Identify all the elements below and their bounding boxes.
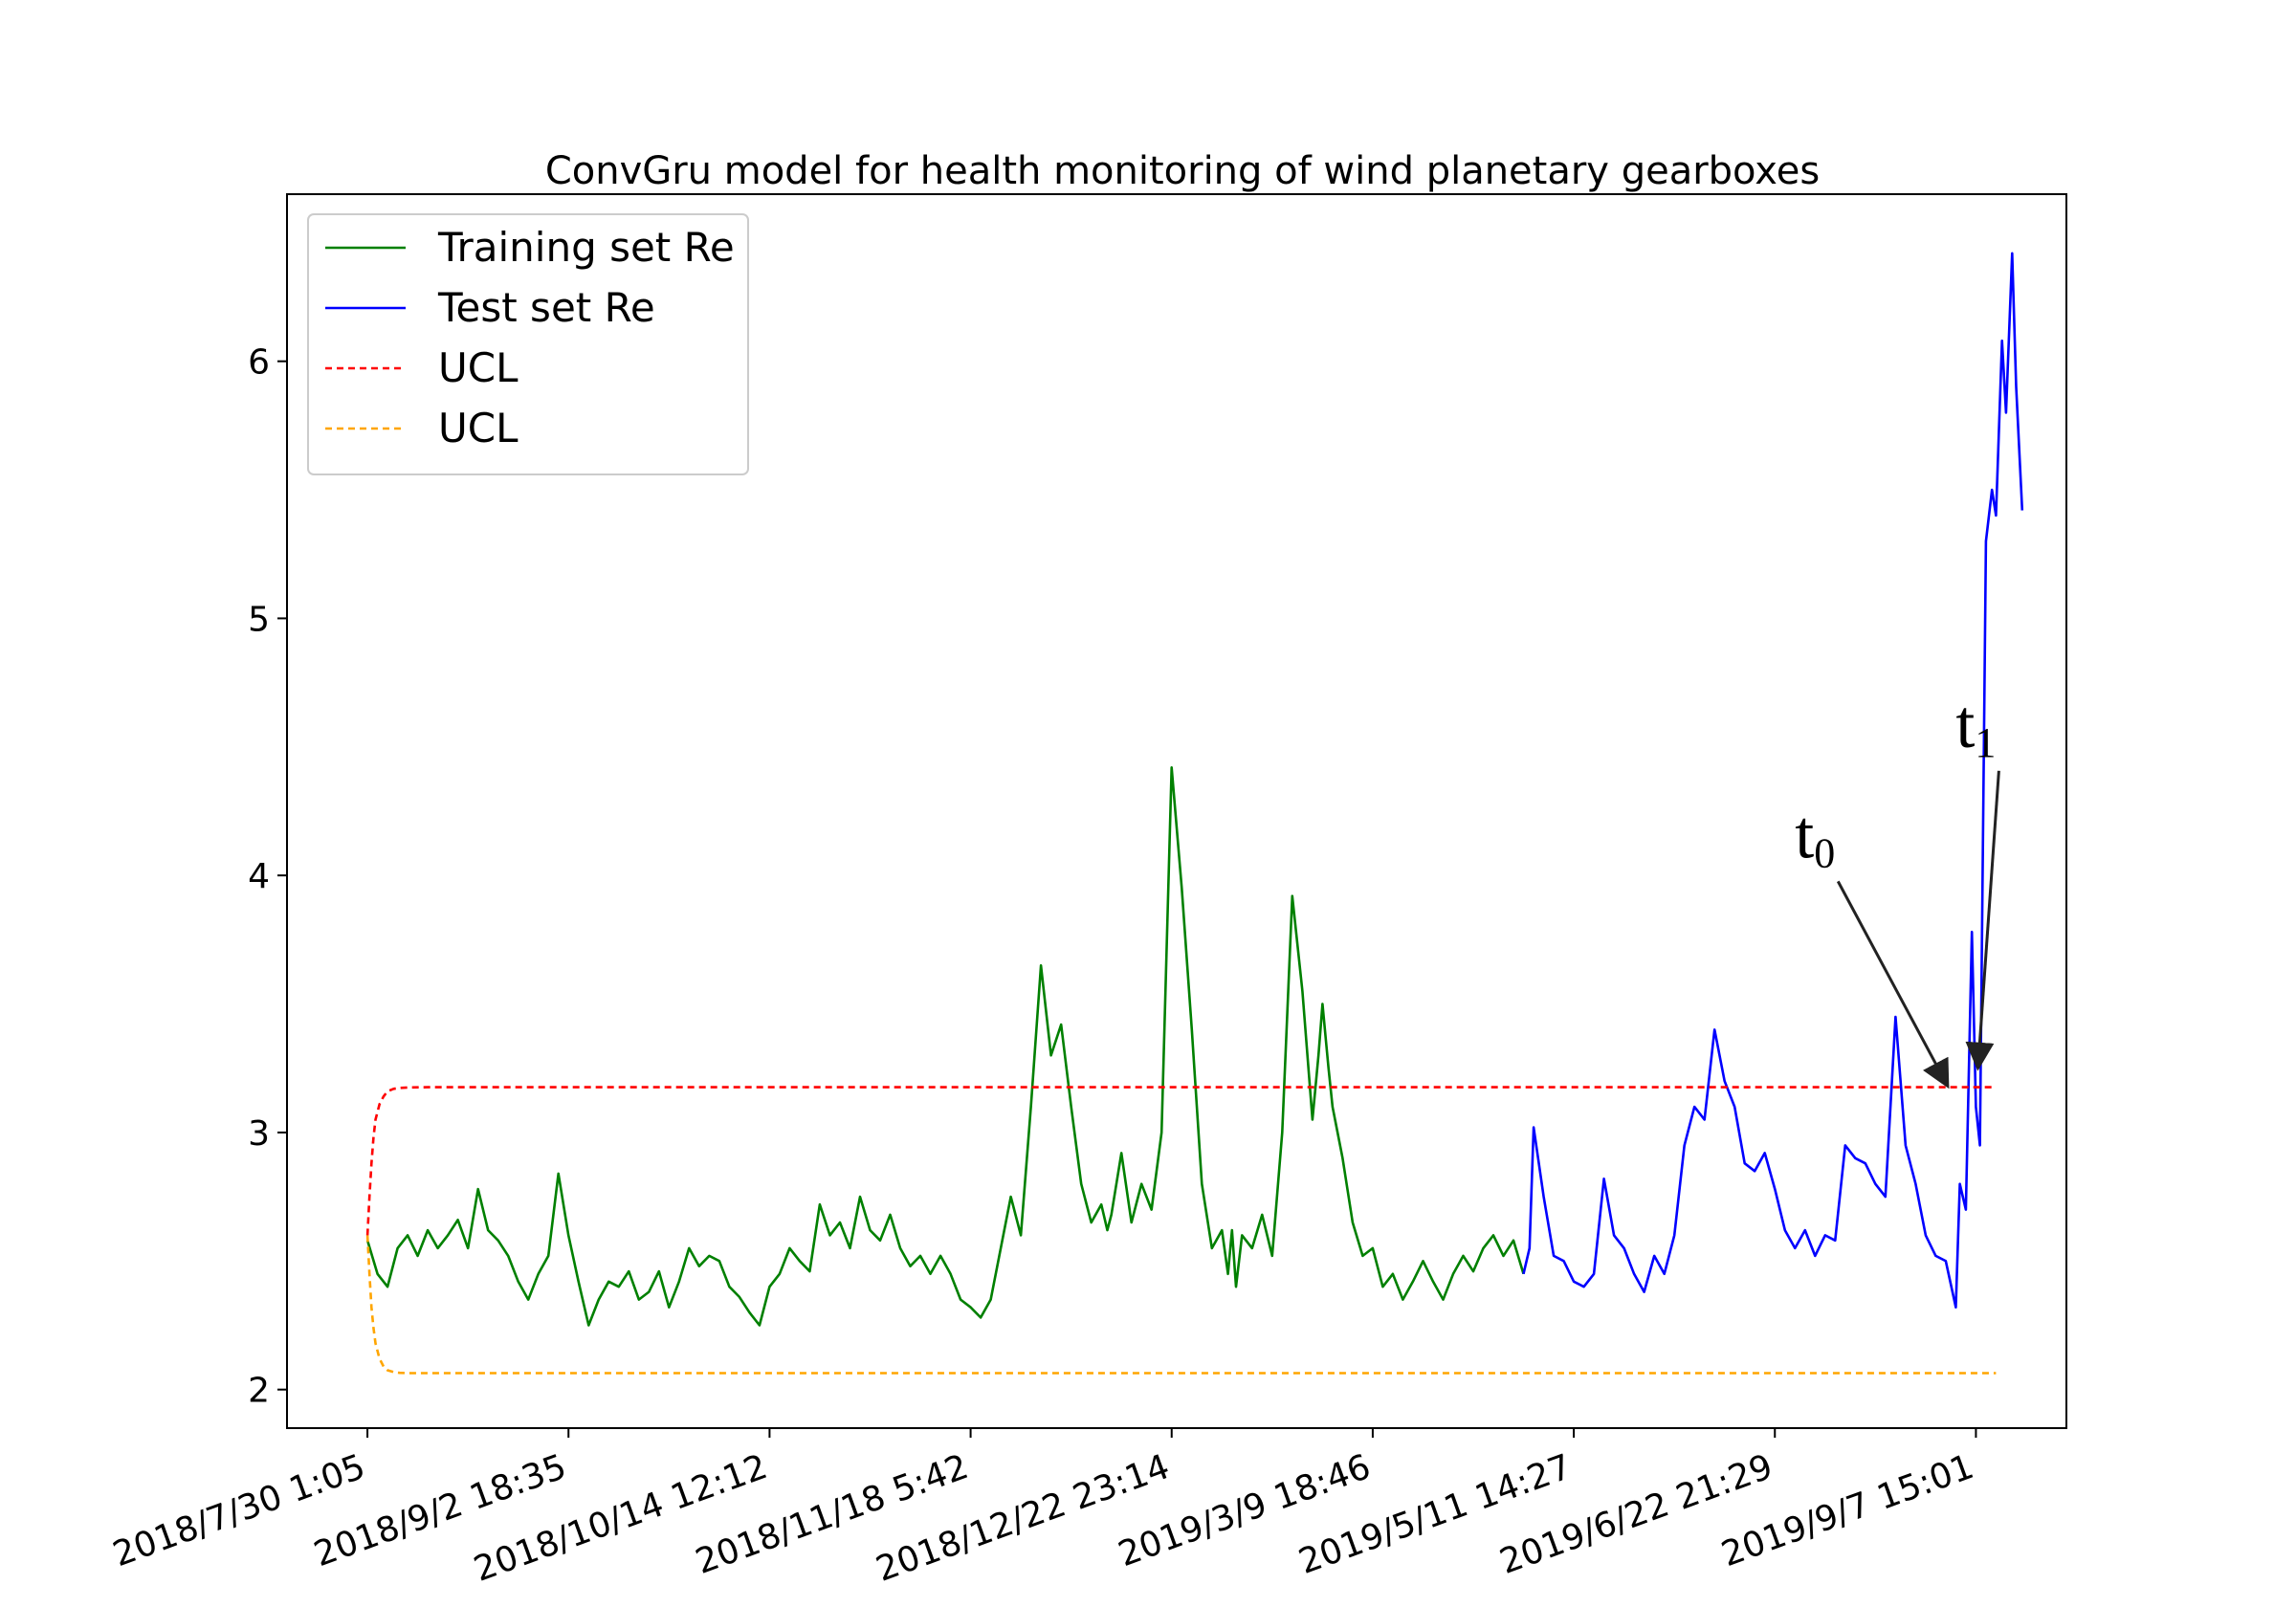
plot-area: [286, 193, 2067, 1429]
y-axis: 2 3 4 5 6: [248, 343, 287, 1411]
annotation-label-1: t1: [1955, 686, 1996, 766]
legend: Training set Re Test set Re UCL UCL: [307, 213, 749, 475]
y-tick-label: 4: [248, 857, 270, 896]
chart-title: ConvGru model for health monitoring of w…: [545, 149, 1820, 193]
legend-label-3: UCL: [438, 405, 519, 451]
y-tick-label: 5: [248, 600, 270, 639]
annotation-arrow-0: [1836, 880, 1950, 1090]
series-line-2: [365, 1086, 1997, 1236]
legend-label-0: Training set Re: [437, 224, 735, 271]
annotations: t0 t1: [1795, 686, 2000, 1090]
y-tick-label: 3: [248, 1114, 270, 1154]
series-line-3: [365, 1235, 1997, 1375]
y-tick-label: 2: [248, 1372, 270, 1411]
annotation-label-0: t0: [1795, 796, 1835, 876]
legend-box: [307, 213, 749, 475]
series-layer: [365, 252, 2024, 1375]
legend-label-1: Test set Re: [437, 284, 655, 331]
series-line-1: [1522, 252, 2024, 1309]
legend-label-2: UCL: [438, 344, 519, 391]
series-line-0: [365, 766, 1525, 1327]
annotation-arrow-1: [1965, 770, 2000, 1071]
y-tick-label: 6: [248, 343, 270, 383]
